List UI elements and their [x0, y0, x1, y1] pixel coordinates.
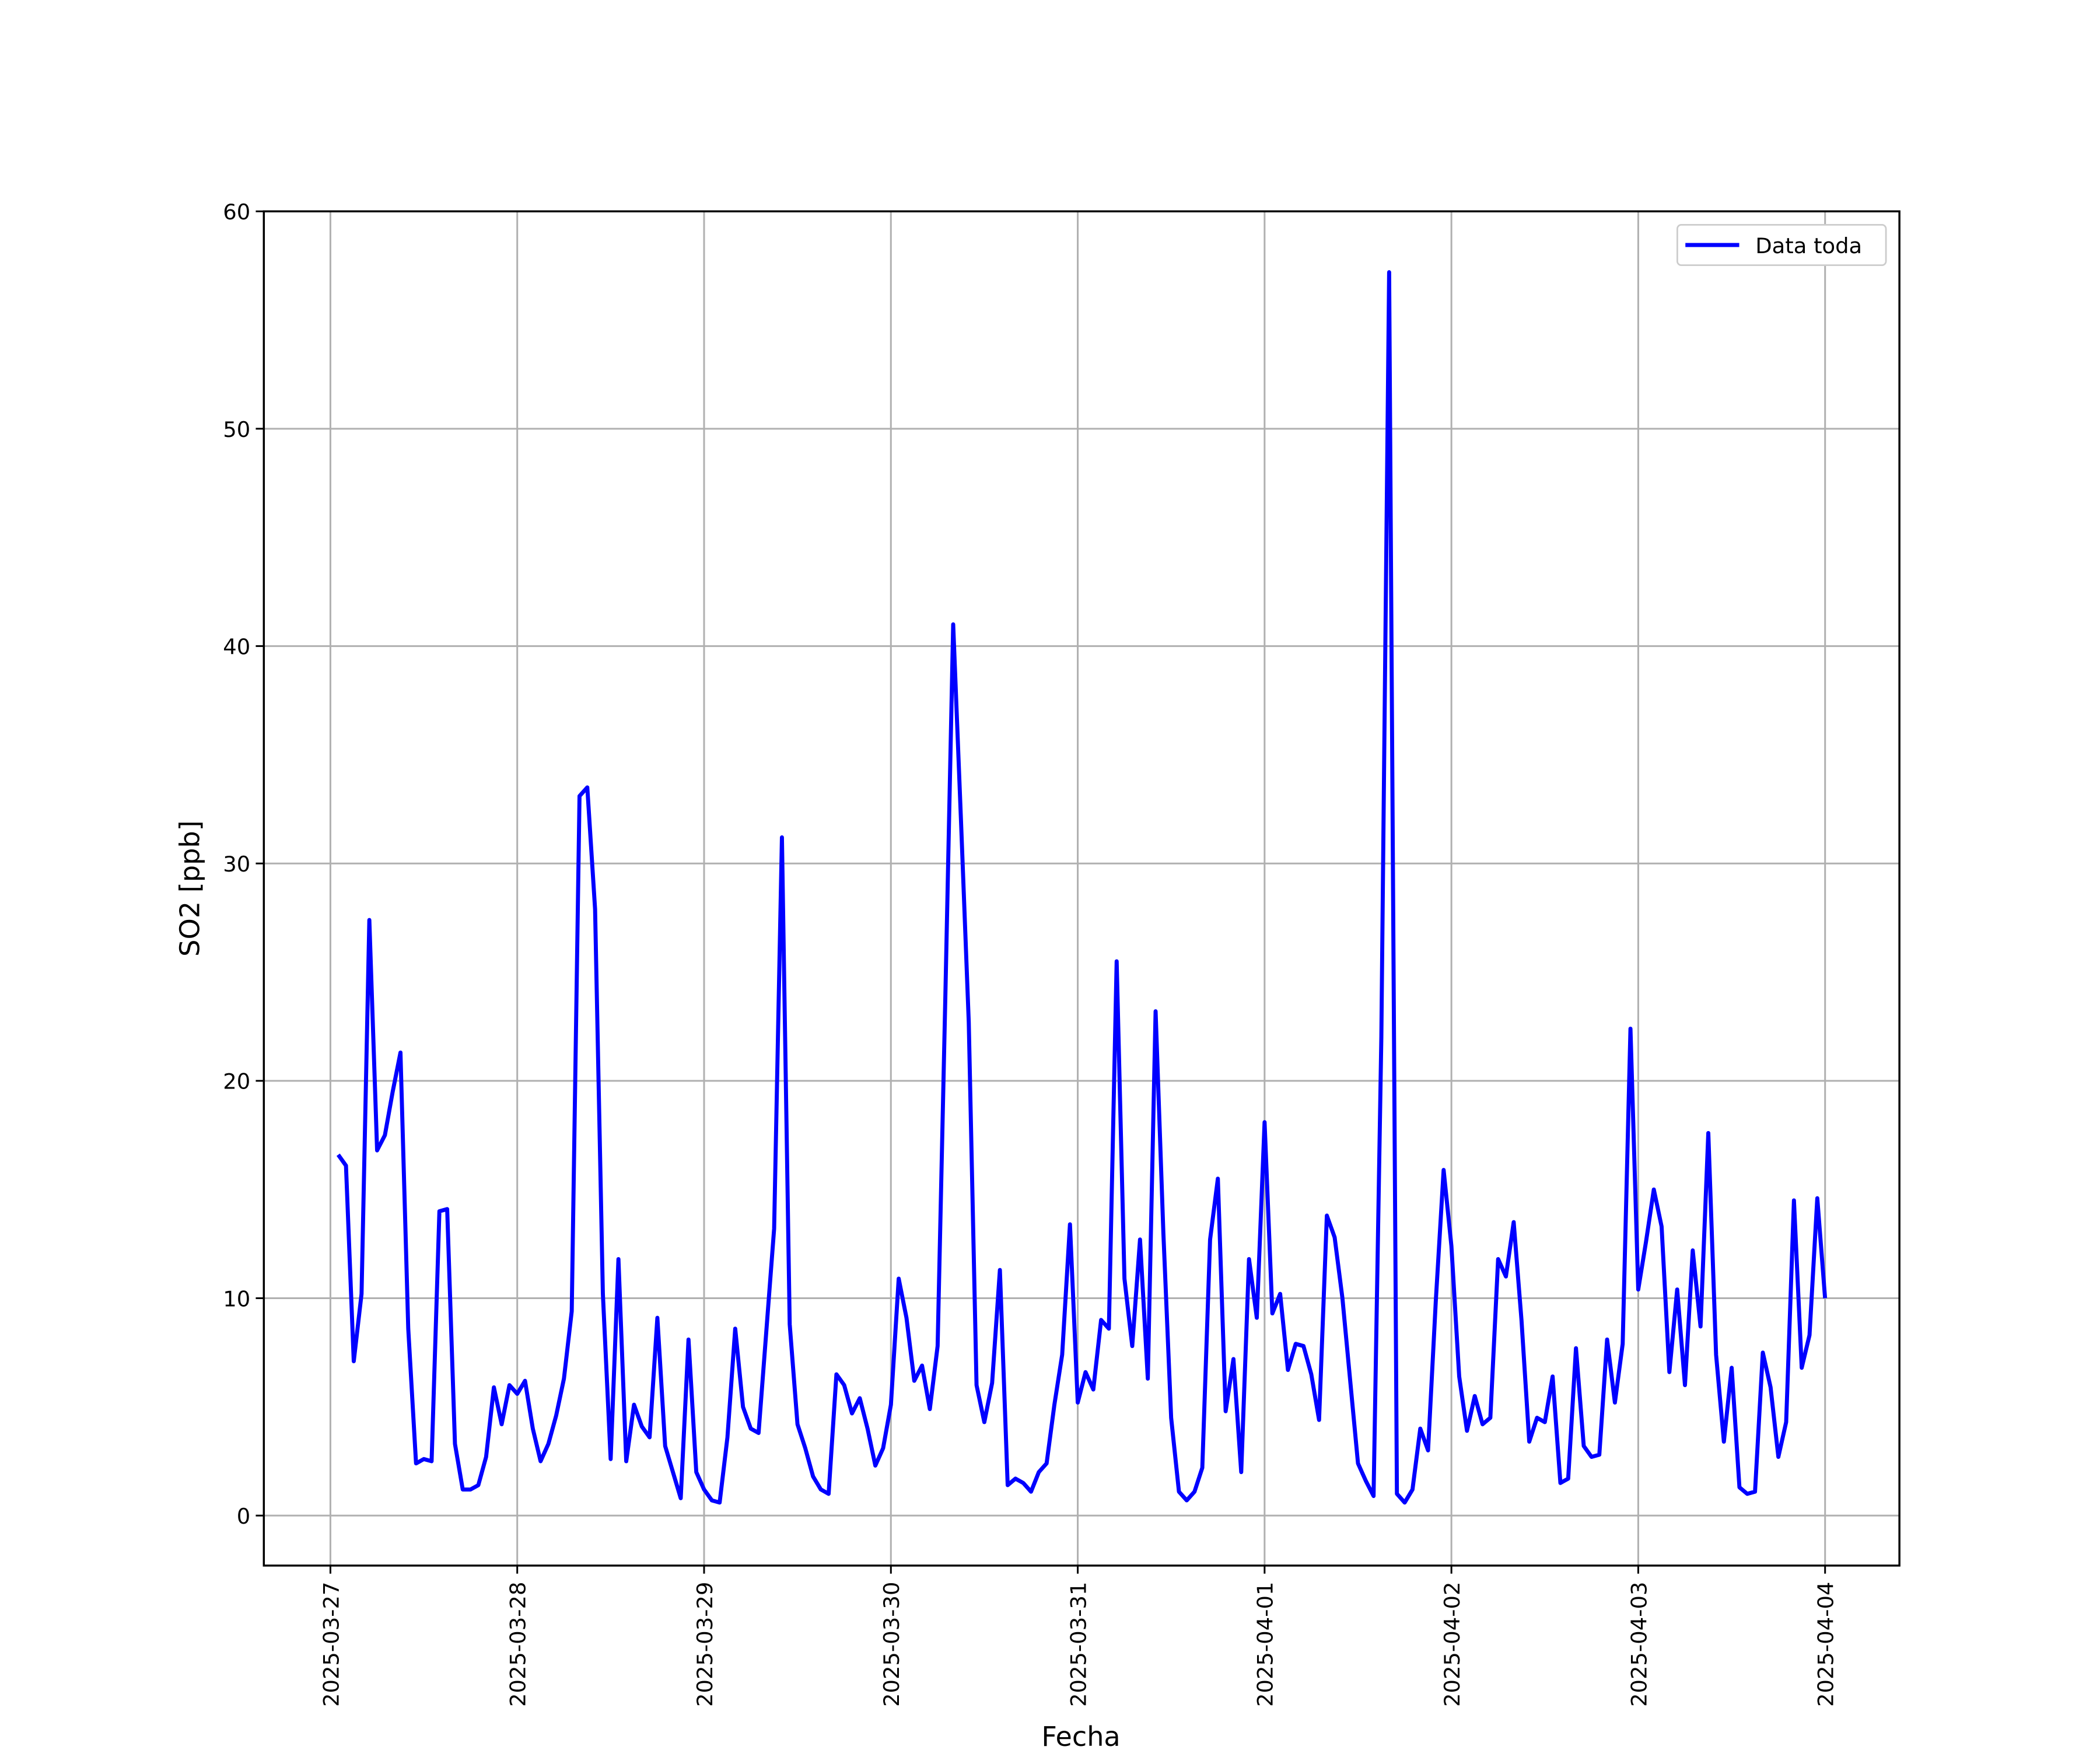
x-tick-label: 2025-04-02 — [1440, 1582, 1465, 1707]
x-tick-label: 2025-03-29 — [692, 1582, 718, 1707]
y-tick-label: 40 — [223, 634, 250, 659]
x-tick-label: 2025-03-28 — [506, 1582, 531, 1707]
y-tick-label: 20 — [223, 1069, 250, 1094]
y-tick-label: 30 — [223, 852, 250, 877]
x-tick-label: 2025-03-31 — [1066, 1582, 1091, 1707]
data-line — [336, 270, 1828, 1505]
x-tick-label: 2025-03-27 — [318, 1582, 344, 1707]
y-tick-label: 60 — [223, 200, 250, 225]
x-axis-label: Fecha — [1041, 1721, 1120, 1750]
legend-box — [1676, 223, 1887, 266]
x-tick-label: 2025-04-04 — [1814, 1582, 1839, 1707]
x-tick-label: 2025-04-03 — [1626, 1582, 1651, 1707]
y-axis-label: SO2 [ppb] — [174, 820, 206, 957]
y-tick-label: 50 — [223, 417, 250, 442]
y-tick-label: 10 — [223, 1286, 250, 1311]
x-tick-label: 2025-03-30 — [879, 1582, 904, 1707]
legend-label: Data toda — [1755, 233, 1862, 258]
y-tick-label: 0 — [237, 1504, 250, 1529]
x-tick-label: 2025-04-01 — [1253, 1582, 1278, 1707]
plot-frame — [262, 210, 1901, 1567]
